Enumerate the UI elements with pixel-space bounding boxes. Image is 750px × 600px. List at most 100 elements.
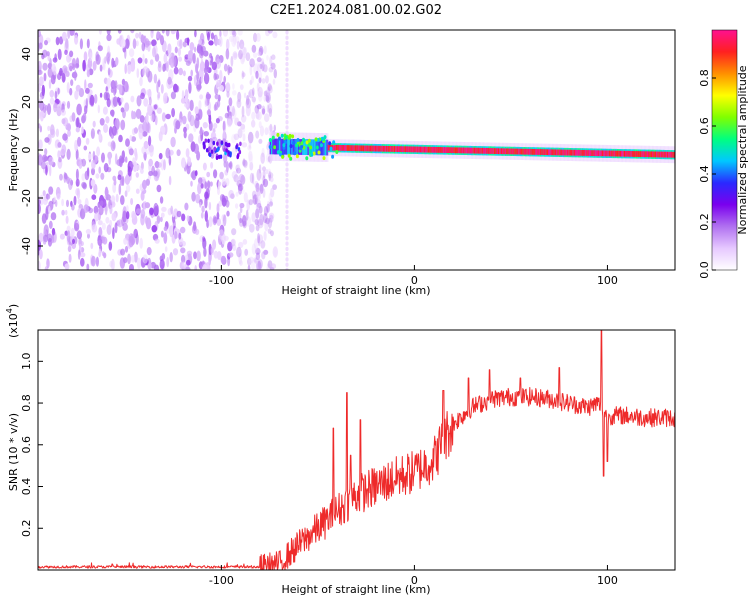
heatmap-cell — [129, 134, 133, 141]
heatmap-cell — [44, 40, 48, 46]
heatmap-cell — [38, 232, 44, 243]
heatmap-cell — [238, 252, 242, 265]
heatmap-cell — [210, 32, 215, 40]
heatmap-cell — [123, 257, 128, 264]
heatmap-cell — [85, 137, 90, 145]
heatmap-cell — [285, 241, 289, 246]
heatmap-cell — [67, 245, 72, 253]
heatmap-cell — [412, 146, 415, 153]
heatmap-cell — [304, 139, 307, 155]
heatmap-cell — [194, 265, 197, 270]
heatmap-cell — [278, 136, 281, 141]
heatmap-cell — [257, 218, 264, 229]
heatmap-cell — [110, 109, 115, 117]
heatmap-cell — [332, 140, 336, 145]
heatmap-cell — [49, 164, 52, 177]
heatmap-cell — [650, 151, 653, 158]
heatmap-cell — [146, 89, 152, 96]
heatmap-cell — [263, 249, 269, 255]
heatmap-cell — [61, 31, 67, 41]
heatmap-cell — [45, 193, 51, 200]
heatmap-cell — [251, 212, 256, 223]
heatmap-cell — [485, 148, 488, 154]
heatmap-cell — [66, 230, 71, 243]
heatmap-cell — [38, 156, 42, 166]
heatmap-cell — [554, 149, 557, 156]
heatmap-cell — [257, 259, 263, 269]
heatmap-cell — [285, 215, 289, 220]
heatmap-cell — [280, 133, 284, 138]
heatmap-cell — [228, 66, 233, 74]
heatmap-cell — [216, 251, 222, 260]
heatmap-cell — [163, 226, 168, 232]
heatmap-cell — [249, 161, 254, 171]
heatmap-cell — [223, 63, 228, 72]
heatmap-cell — [87, 82, 93, 89]
colorbar-scale — [711, 29, 738, 271]
heatmap-cell — [41, 161, 46, 170]
heatmap-cell — [170, 91, 176, 100]
heatmap-cell — [385, 145, 388, 152]
heatmap-cell — [223, 152, 228, 164]
heatmap-cell — [257, 234, 264, 244]
heatmap-cell — [660, 151, 663, 158]
heatmap-cell — [213, 104, 217, 111]
heatmap-cell — [300, 141, 304, 146]
heatmap-cell — [194, 30, 197, 38]
heatmap-cell — [118, 155, 123, 168]
heatmap-cell — [530, 148, 533, 155]
heatmap-cell — [127, 166, 132, 177]
heatmap-cell — [260, 240, 266, 249]
heatmap-cell — [92, 60, 97, 71]
heatmap-cell — [184, 202, 189, 211]
heatmap-cell — [148, 135, 152, 147]
heatmap-cell — [178, 56, 183, 62]
heatmap-cell — [120, 97, 124, 103]
heatmap-cell — [143, 140, 149, 150]
heatmap-cell — [261, 78, 266, 84]
heatmap-cell — [254, 180, 259, 188]
heatmap-cell — [268, 201, 274, 207]
heatmap-cell — [225, 48, 230, 60]
heatmap-cell — [602, 150, 604, 157]
heatmap-cell — [59, 233, 65, 240]
heatmap-cell — [135, 208, 141, 215]
heatmap-cell — [156, 215, 161, 224]
heatmap-cell — [135, 40, 139, 47]
heatmap-cell — [307, 139, 310, 156]
heatmap-cell — [44, 148, 48, 156]
heatmap-cell — [91, 255, 96, 267]
heatmap-cell — [211, 136, 218, 142]
heatmap-cell — [48, 205, 51, 214]
heatmap-cell — [236, 40, 240, 50]
heatmap-cell — [252, 194, 258, 205]
heatmap-cell — [273, 124, 276, 132]
heatmap-cell — [448, 147, 450, 153]
heatmap-cell — [38, 76, 44, 86]
heatmap-cell — [139, 76, 143, 87]
heatmap-cell — [208, 216, 213, 228]
heatmap-cell — [73, 195, 77, 206]
heatmap-cell — [162, 63, 166, 72]
heatmap-cell — [272, 246, 278, 258]
heatmap-cell — [285, 262, 289, 267]
heatmap-cell — [318, 139, 321, 156]
heatmap-cell — [174, 231, 178, 240]
heatmap-cell — [235, 176, 240, 186]
heatmap-cell — [573, 149, 576, 156]
heatmap-cell — [111, 212, 117, 222]
heatmap-cell — [241, 56, 246, 63]
heatmap-cell — [568, 149, 571, 156]
heatmap-cell — [70, 79, 74, 86]
heatmap-cell — [258, 77, 262, 84]
snr-y-label: SNR (10 * v/v) — [7, 413, 20, 491]
heatmap-cell — [331, 144, 334, 151]
heatmap-cell — [492, 148, 495, 154]
heatmap-cell — [75, 168, 79, 181]
heatmap-cell — [141, 131, 148, 137]
heatmap-cell — [457, 147, 460, 154]
heatmap-cell — [534, 149, 537, 155]
heatmap-cell — [571, 149, 573, 156]
heatmap-cell — [235, 36, 240, 44]
heatmap-cell — [258, 205, 263, 214]
